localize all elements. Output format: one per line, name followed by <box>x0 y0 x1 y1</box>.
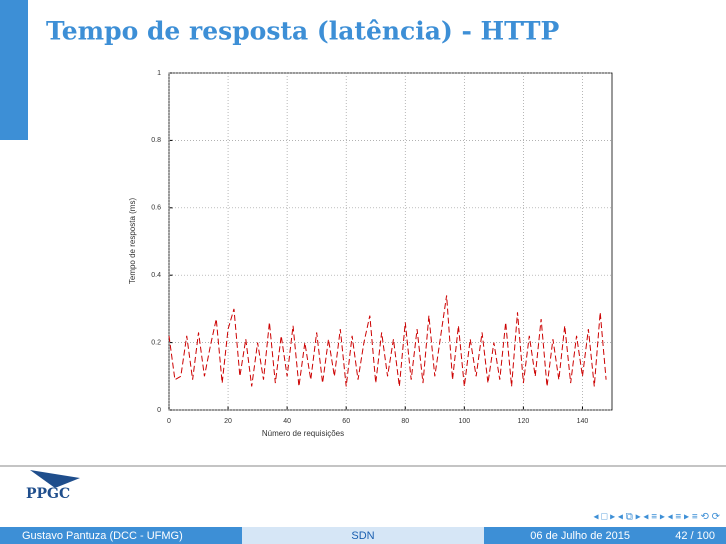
nav-symbols[interactable]: ◂ □ ▸ ◂ ⧉ ▸ ◂ ≡ ▸ ◂ ≡ ▸ ≡ ⟲ ⟳ <box>594 512 721 523</box>
y-axis-label: Tempo de resposta (ms) <box>128 198 137 285</box>
footer-topic: SDN <box>351 530 374 542</box>
y-tick-label: 0.4 <box>151 272 161 279</box>
x-tick-label: 100 <box>458 418 470 425</box>
slide-title: Tempo de resposta (latência) - HTTP <box>46 17 559 46</box>
x-tick-label: 120 <box>518 418 530 425</box>
x-axis-label: Número de requisições <box>262 429 344 438</box>
footer-mid <box>242 527 484 544</box>
y-tick-label: 0.2 <box>151 339 161 346</box>
logo-text: PPGC <box>26 486 70 502</box>
logo-mark <box>30 470 80 488</box>
y-tick-label: 0 <box>157 407 161 414</box>
side-bar <box>0 0 28 140</box>
footer-date: 06 de Julho de 2015 <box>530 530 630 542</box>
footer-author: Gustavo Pantuza (DCC - UFMG) <box>22 530 183 542</box>
footer-page: 42 / 100 <box>675 530 715 542</box>
x-tick-label: 60 <box>342 418 350 425</box>
x-tick-label: 140 <box>577 418 589 425</box>
y-tick-label: 1 <box>157 70 161 77</box>
y-tick-label: 0.8 <box>151 137 161 144</box>
x-tick-label: 20 <box>224 418 232 425</box>
x-tick-label: 80 <box>401 418 409 425</box>
x-tick-label: 40 <box>283 418 291 425</box>
x-tick-label: 0 <box>167 418 171 425</box>
data-line <box>168 295 607 387</box>
y-tick-label: 0.6 <box>151 205 161 212</box>
